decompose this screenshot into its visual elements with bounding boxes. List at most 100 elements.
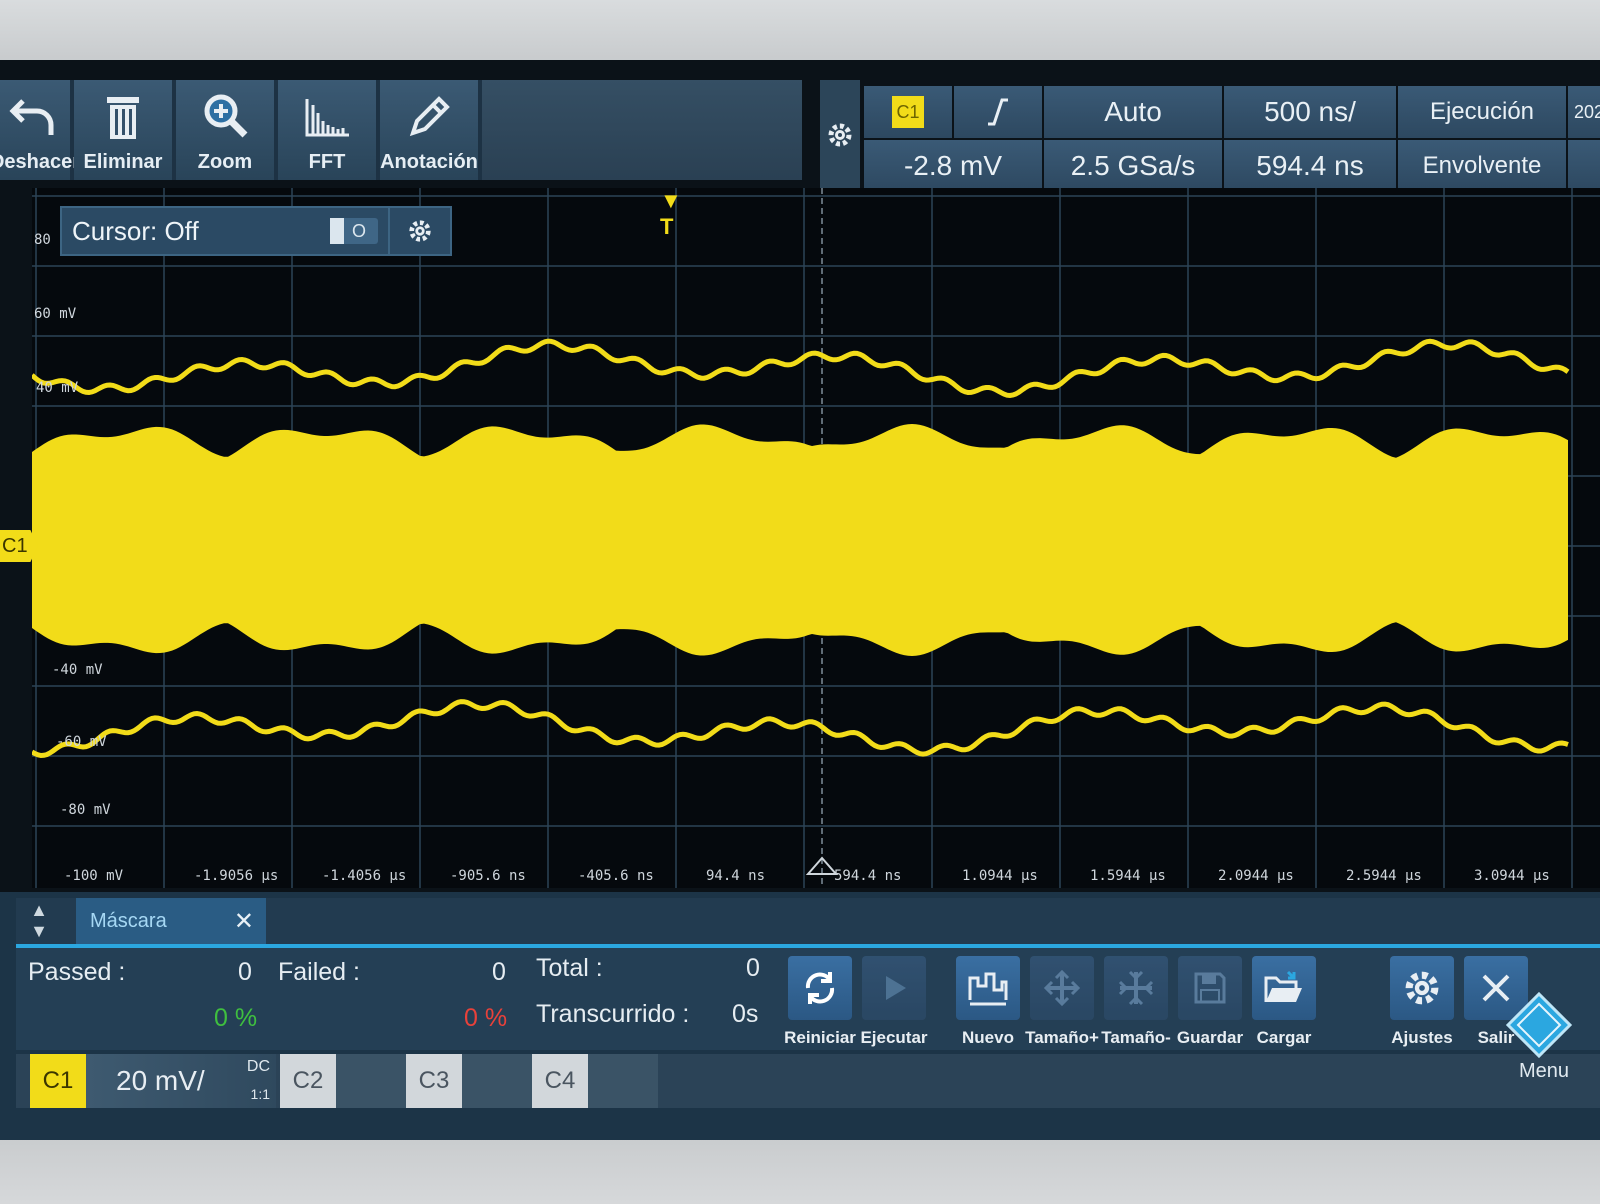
y-label-40: 40 mV [36,380,79,396]
gear-icon [828,123,852,147]
tab-mask[interactable]: Máscara ✕ [76,898,266,944]
channel-c3[interactable]: C3 [406,1054,532,1108]
delete-button[interactable]: Eliminar [74,80,176,180]
annotation-button[interactable]: Anotación [380,80,482,180]
x-label-8: 2.0944 µs [1218,868,1294,884]
sample-rate[interactable]: 2.5 GSa/s [1044,140,1222,192]
new-mask-icon [968,972,1008,1006]
close-icon[interactable]: ✕ [233,907,254,935]
panel-resize-icon[interactable]: ▲ ▼ [30,900,48,941]
acquisition-status: C1 Auto 500 ns/ Ejecución 202 -2.8 mV 2.… [864,86,1600,192]
annotation-label: Anotación [380,151,478,173]
trigger-slope-cell[interactable] [954,86,1042,138]
channel-offset-marker[interactable]: C1 [0,530,38,562]
channel-c4[interactable]: C4 [532,1054,658,1108]
menu-button[interactable]: Menu [1504,990,1584,1108]
trigger-level[interactable]: -2.8 mV [864,140,1042,192]
delete-label: Eliminar [83,151,163,173]
pencil-icon [409,96,450,137]
size-minus-label: Tamaño- [1101,1028,1171,1047]
exit-label: Salir [1477,1028,1515,1047]
x-label-5: 594.4 ns [834,868,902,884]
expand-icon [1043,969,1081,1007]
channel-c1[interactable]: C1 20 mV/ DC 1:1 [30,1054,276,1108]
timebase[interactable]: 500 ns/ [1224,86,1396,138]
cursor-control[interactable]: Cursor: Off O [60,206,452,256]
toolbar-settings-button[interactable] [820,80,860,190]
size-plus-button[interactable] [1030,956,1094,1020]
exit-button[interactable] [1464,956,1528,1020]
zoom-button[interactable]: Zoom [176,80,278,180]
toggle-knob [330,218,344,244]
channel-c2[interactable]: C2 [280,1054,406,1108]
save-label: Guardar [1176,1028,1244,1047]
new-mask-button[interactable] [956,956,1020,1020]
acquisition-mode[interactable]: Envolvente [1398,140,1566,192]
fft-button[interactable]: FFT [278,80,380,180]
x-label-9: 2.5944 µs [1346,868,1422,884]
x-label-0: -1.9056 µs [194,868,279,884]
size-minus-button[interactable] [1104,956,1168,1020]
rs-logo-icon [1505,991,1573,1059]
c1-coupling: DC [246,1058,270,1075]
trigger-arrow-icon: ▼ [660,188,682,213]
tab-mask-label: Máscara [90,909,167,932]
mask-settings-button[interactable] [1390,956,1454,1020]
y-label-60: 60 mV [34,306,77,322]
c1-scale-field[interactable]: 20 mV/ DC 1:1 [86,1054,276,1108]
upper-peak-trace [32,338,1570,399]
mask-results: Passed : 0 0 % Failed : 0 0 % Total : 0 … [16,948,1600,1050]
x-label-3: -405.6 ns [578,868,654,884]
horizontal-position[interactable]: 594.4 ns [1224,140,1396,192]
zoom-icon [204,94,248,138]
trigger-mode[interactable]: Auto [1044,86,1222,138]
new-label: Nuevo [962,1028,1014,1047]
restart-button[interactable] [788,956,852,1020]
lower-peak-trace [32,699,1569,759]
c3-tag: C3 [406,1054,462,1108]
refresh-icon [805,972,835,1004]
run-button[interactable] [862,956,926,1020]
cursor-toggle[interactable]: O [330,218,378,244]
run-state[interactable]: Ejecución [1398,86,1566,138]
c1-ratio: 1:1 [250,1086,270,1102]
bottom-tab-bar: Máscara ✕ [16,898,1600,948]
gear-icon [1405,971,1439,1005]
failed-value: 0 [492,958,506,986]
load-button[interactable] [1252,956,1316,1020]
status-blank [1568,140,1600,192]
oscilloscope-screen: Deshacer Eliminar Zoom [0,60,1600,1140]
date-partial: 202 [1568,86,1600,138]
toggle-off-label: O [352,220,367,241]
play-icon [886,976,906,1000]
zoom-label: Zoom [197,151,253,173]
elapsed-label: Transcurrido : [536,1000,690,1028]
passed-percent: 0 % [214,1004,258,1032]
waveform-plot[interactable] [32,188,1600,888]
cursor-label: Cursor: Off [72,215,199,246]
y-label-minus100: -100 mV [64,868,124,884]
folder-open-icon [1264,970,1302,1002]
channel-badge-cell[interactable]: C1 [864,86,952,138]
x-label-10: 3.0944 µs [1474,868,1550,884]
cursor-settings-button[interactable] [388,208,450,254]
save-button[interactable] [1178,956,1242,1020]
trigger-position-marker[interactable]: ▼ T [660,188,682,240]
passed-value: 0 [238,958,252,986]
y-label-minus60: -60 mV [56,734,107,750]
load-label: Cargar [1256,1028,1312,1047]
mask-test-panel: Máscara ✕ ▲ ▼ Passed : 0 0 % Failed : 0 0… [0,892,1600,1140]
menu-label: Menu [1518,1060,1570,1082]
c4-field [588,1054,658,1108]
x-label-1: -1.4056 µs [322,868,407,884]
total-label: Total : [536,954,603,982]
c3-field [462,1054,532,1108]
rising-edge-icon [988,98,1008,126]
x-label-6: 1.0944 µs [962,868,1038,884]
toolbar-spacer [482,80,802,180]
restart-label: Reiniciar [784,1028,856,1047]
c4-tag: C4 [532,1054,588,1108]
channel-badge: C1 [892,96,924,128]
gear-icon [409,220,431,242]
undo-button[interactable]: Deshacer [0,80,80,180]
